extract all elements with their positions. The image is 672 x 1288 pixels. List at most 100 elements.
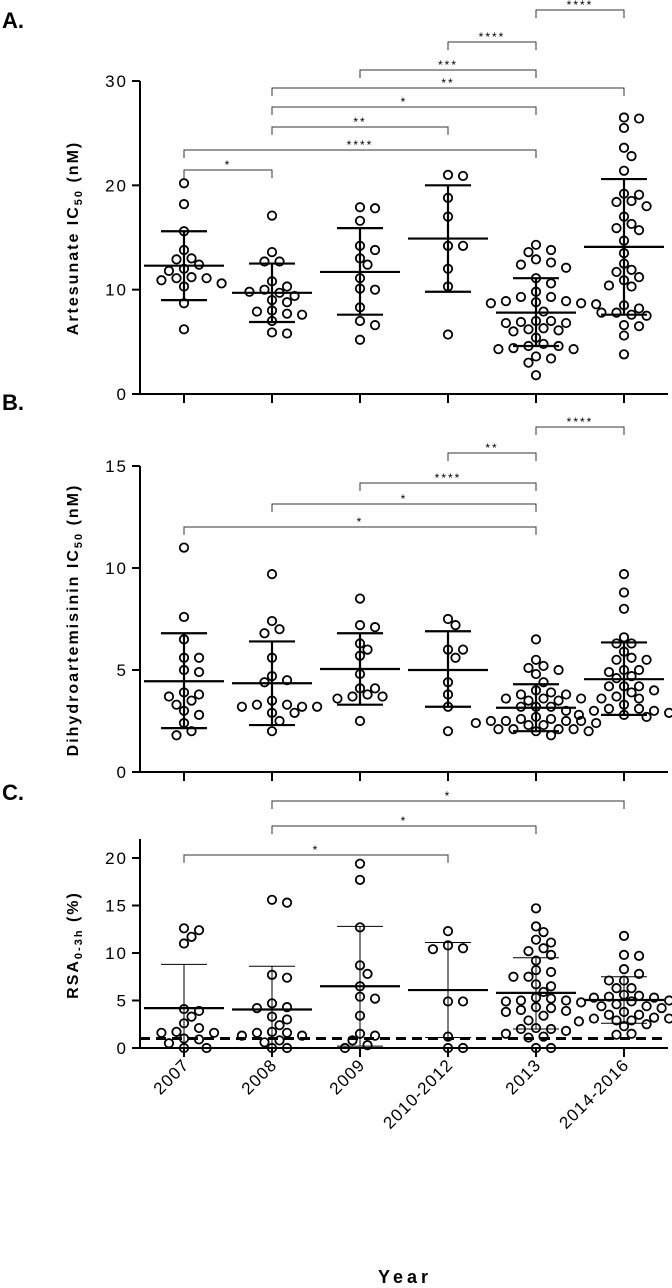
data-point [633, 950, 645, 961]
data-point [251, 1027, 263, 1038]
significance-bracket [271, 106, 537, 115]
data-point [171, 273, 182, 284]
data-point [236, 1030, 248, 1041]
y-tick-label: 15 [105, 897, 128, 916]
data-point [515, 1004, 527, 1016]
data-point [633, 303, 645, 314]
panel-a: A.Artesunate IC50 (nM)0102030***********… [2, 0, 668, 404]
data-point [186, 1011, 197, 1022]
data-point [626, 281, 637, 292]
data-point [508, 971, 519, 982]
data-point [523, 247, 534, 258]
y-tick-label: 10 [105, 944, 128, 963]
data-point [633, 1009, 645, 1020]
data-point [545, 257, 557, 268]
significance-bracket [271, 825, 537, 834]
data-point [633, 321, 645, 332]
data-point [626, 652, 637, 663]
data-point [603, 666, 615, 678]
data-point [545, 981, 557, 992]
data-point [648, 685, 660, 696]
data-point [538, 338, 549, 350]
data-point [186, 253, 197, 264]
data-point [626, 1015, 637, 1026]
data-point [538, 677, 549, 688]
data-point [545, 353, 557, 364]
data-point [545, 730, 557, 741]
data-point [611, 691, 622, 702]
significance-bracket [271, 800, 625, 809]
data-point [568, 724, 579, 735]
data-point [186, 726, 197, 737]
data-point [618, 949, 630, 961]
data-point [553, 695, 564, 706]
significance-stars: * [225, 158, 232, 172]
data-point [538, 323, 549, 334]
data-point [618, 330, 630, 341]
data-point [588, 1013, 600, 1024]
data-point [576, 715, 587, 727]
data-point [633, 968, 645, 980]
data-point [362, 644, 373, 655]
data-point [603, 975, 615, 986]
data-point [573, 1016, 584, 1027]
y-tick-label: 0 [117, 763, 128, 782]
data-point [500, 693, 512, 704]
data-point [266, 210, 278, 221]
y-axis-title-unit: (nM) [65, 484, 82, 532]
data-point [603, 1009, 615, 1020]
data-point [545, 713, 557, 725]
data-point [626, 264, 637, 275]
y-axis-title-unit: (%) [65, 891, 82, 928]
data-point [560, 1005, 572, 1017]
data-point [178, 178, 190, 189]
data-point [259, 256, 270, 267]
significance-bracket [183, 169, 273, 178]
data-point [186, 272, 197, 283]
data-point [618, 142, 630, 153]
significance-stars: * [401, 814, 408, 828]
data-point [500, 317, 512, 329]
significance-bracket [271, 87, 625, 96]
y-tick-label: 5 [117, 992, 128, 1011]
data-point [523, 357, 534, 368]
data-point [171, 1026, 182, 1037]
significance-stars: * [401, 492, 408, 506]
data-point [530, 351, 542, 362]
data-point [281, 675, 293, 686]
data-point [266, 327, 278, 338]
significance-bracket [447, 41, 537, 50]
significance-bracket [271, 126, 449, 135]
data-point [156, 1027, 167, 1038]
significance-stars: ** [441, 76, 454, 90]
significance-bracket [359, 482, 537, 491]
data-point [442, 329, 454, 340]
data-point [538, 719, 549, 731]
y-tick-label: 5 [117, 661, 128, 680]
data-point [450, 620, 461, 631]
data-point [515, 291, 527, 303]
data-point [266, 247, 278, 258]
data-point [274, 1035, 285, 1046]
data-point [530, 1042, 542, 1054]
y-axis-title: Artesunate IC50 (nM) [65, 141, 85, 335]
y-tick-label: 20 [105, 849, 128, 868]
data-point [633, 681, 645, 692]
y-tick-label: 10 [105, 559, 128, 578]
data-point [442, 1042, 454, 1054]
data-point [193, 709, 205, 720]
data-point [523, 1015, 534, 1026]
data-point [442, 613, 454, 625]
data-point [530, 634, 542, 645]
data-point [500, 1006, 512, 1018]
significance-stars: **** [435, 471, 462, 485]
data-point [354, 202, 366, 213]
data-point [656, 1002, 667, 1014]
data-point [369, 320, 381, 331]
data-point [576, 693, 587, 704]
data-point [641, 711, 652, 723]
data-point [470, 717, 481, 729]
data-point [648, 1012, 660, 1023]
significance-stars: **** [567, 415, 594, 429]
y-tick-label: 0 [117, 385, 128, 404]
